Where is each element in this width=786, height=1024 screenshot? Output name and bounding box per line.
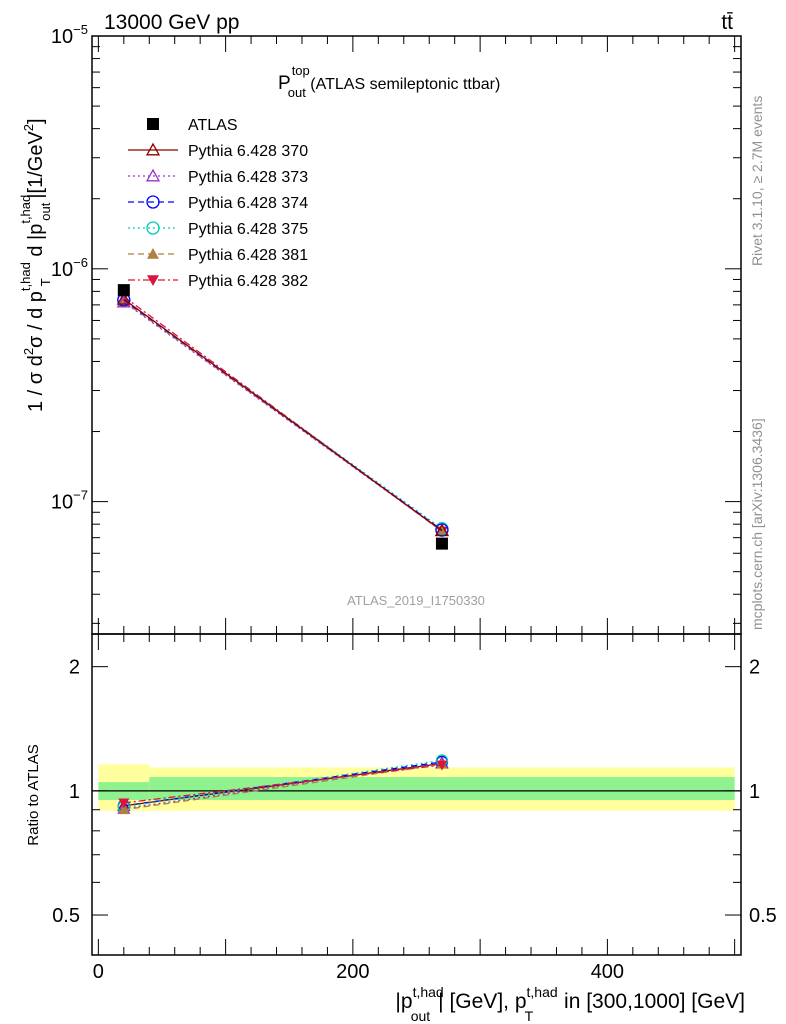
data-point [434,523,450,537]
mcplots-reference-label: mcplots.cern.ch [arXiv:1306.3436] [749,418,765,630]
legend-entry: Pythia 6.428 382 [128,273,308,290]
legend-label: Pythia 6.428 373 [188,169,308,186]
legend-entry: Pythia 6.428 370 [128,142,308,160]
legend-marker [147,118,159,130]
data-point [435,537,448,550]
ratio-data-point [118,798,130,809]
data-point [117,284,130,297]
main-plot-title: Ptop out (ATLAS semileptonic ttbar) [278,63,500,100]
legend-label: Pythia 6.428 381 [188,247,308,264]
ratio-y-tick-label-right: 1 [749,781,760,803]
ratio-plot-frame [91,633,742,956]
y-tick-label: 10−6 [51,255,88,281]
series-line [123,298,443,532]
main-axis-ticks: 10−7 10−6 10−5 [51,22,741,955]
legend-label: ATLAS [188,117,238,134]
y-tick-label: 10−7 [51,488,88,514]
legend-marker [147,248,159,259]
legend: ATLAS Pythia 6.428 370 Pythia 6.428 373 Pyt… [128,117,308,290]
ratio-y-tick-label: 1 [69,781,80,803]
data-point [116,291,131,305]
header-process-label: tt̄ [721,11,733,34]
legend-marker [147,275,159,286]
main-y-axis-label: 1 / σ d2σ / d pt,had T d |pt,had out|[1/Ge… [18,118,53,412]
ratio-data-point [118,804,130,815]
stat-uncertainty-band [149,777,735,801]
y-tick-label: 10−5 [51,22,88,48]
ratio-y-tick-label: 2 [69,657,80,679]
legend-label: Pythia 6.428 374 [188,195,308,212]
ratio-series-group [117,754,449,815]
ratio-series-line [123,762,443,810]
x-tick-label: 400 [591,961,624,983]
ratio-y-tick-label-right: 0.5 [749,905,777,927]
legend-entry: ATLAS [147,117,238,134]
legend-label: Pythia 6.428 370 [188,143,308,160]
ratio-y-axis-label: Ratio to ATLAS [25,744,42,845]
header-energy-label: 13000 GeV pp [104,11,239,34]
legend-label: Pythia 6.428 375 [188,221,308,238]
ratio-series-line [123,764,443,804]
ratio-data-point [436,760,448,771]
ratio-series-line [123,763,443,811]
ratio-axis-ticks: 0.5 0.5 1 1 2 2 0 200 400 [52,657,777,983]
x-axis-label: |pt,had out| [GeV], pt,had T in [300,1000]… [395,984,745,1024]
rivet-version-label: Rivet 3.1.10, ≥ 2.7M events [749,96,765,266]
x-tick-label: 200 [336,961,369,983]
legend-entry: Pythia 6.428 374 [128,195,308,212]
series-line [123,300,443,532]
ratio-y-tick-label: 0.5 [52,905,80,927]
legend-marker [145,142,161,156]
legend-label: Pythia 6.428 382 [188,273,308,290]
main-series-group [116,284,450,550]
analysis-id-watermark: ATLAS_2019_I1750330 [347,593,485,608]
legend-marker [146,221,160,235]
legend-entry: Pythia 6.428 381 [128,247,308,264]
legend-marker [146,195,160,209]
ratio-uncertainty-bands [92,764,741,811]
legend-entry: Pythia 6.428 375 [128,221,308,238]
ratio-y-tick-label-right: 2 [749,657,760,679]
legend-entry: Pythia 6.428 373 [128,168,308,186]
legend-marker [145,168,161,182]
x-tick-label: 0 [93,961,104,983]
